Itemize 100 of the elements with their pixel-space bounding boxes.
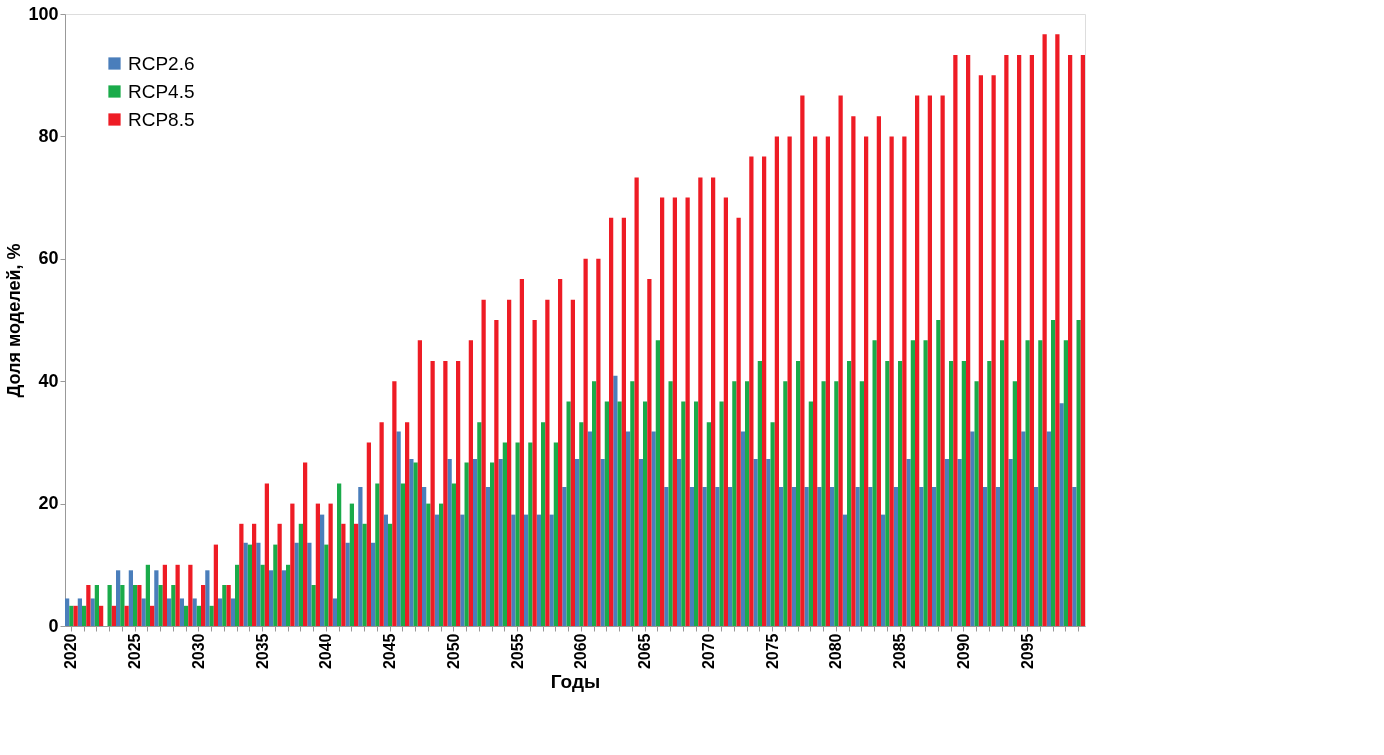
bar <box>405 422 410 626</box>
bar <box>303 462 308 626</box>
x-tick-label: 2030 <box>189 633 207 670</box>
bar <box>902 136 907 626</box>
bar <box>660 197 665 626</box>
bar <box>413 462 418 626</box>
bar <box>65 598 70 626</box>
bar <box>966 55 971 626</box>
bar <box>736 217 741 626</box>
bar <box>643 401 648 626</box>
bar <box>481 299 486 626</box>
bar <box>995 487 1000 626</box>
bar <box>1051 320 1056 626</box>
bar <box>73 605 78 626</box>
bar <box>549 514 554 626</box>
bar <box>264 483 269 626</box>
bar <box>779 487 784 626</box>
bar <box>1042 34 1047 626</box>
bar <box>532 320 537 626</box>
bar <box>99 605 104 626</box>
bar <box>1004 55 1009 626</box>
x-tick-label: 2095 <box>1018 633 1036 670</box>
bar <box>464 462 469 626</box>
bar <box>740 431 745 626</box>
bar <box>201 585 206 626</box>
bar <box>1038 340 1043 626</box>
bar <box>1068 55 1073 626</box>
bar <box>120 585 125 626</box>
bar <box>422 487 427 626</box>
bar <box>218 598 223 626</box>
bar <box>838 95 843 626</box>
bar <box>150 605 155 626</box>
bar <box>664 487 669 626</box>
bar <box>987 361 992 626</box>
x-tick-label: 2055 <box>508 633 526 670</box>
bar <box>379 422 384 626</box>
bar <box>188 564 193 626</box>
bar <box>808 401 813 626</box>
bar <box>400 483 405 626</box>
bar <box>592 381 597 626</box>
bar <box>723 197 728 626</box>
bar <box>919 487 924 626</box>
bar <box>294 542 299 626</box>
bar <box>787 136 792 626</box>
bar <box>1021 431 1026 626</box>
bar <box>324 544 329 626</box>
bar <box>1046 431 1051 626</box>
bar <box>213 544 218 626</box>
bar <box>570 299 575 626</box>
bar <box>477 422 482 626</box>
bar <box>1000 340 1005 626</box>
bar <box>286 564 291 626</box>
legend-label: RCP4.5 <box>128 80 195 102</box>
y-tick-label: 0 <box>48 615 59 636</box>
bar <box>162 564 167 626</box>
bar <box>991 75 996 626</box>
bar <box>1072 487 1077 626</box>
x-tick-label: 2065 <box>636 633 654 670</box>
bar <box>745 381 750 626</box>
bar <box>247 544 252 626</box>
bar <box>111 605 116 626</box>
bar <box>677 458 682 626</box>
bar <box>116 570 121 626</box>
bar <box>192 598 197 626</box>
bar <box>940 95 945 626</box>
bar <box>417 340 422 626</box>
bar <box>443 361 448 626</box>
bar <box>541 422 546 626</box>
bar <box>388 523 393 626</box>
bar <box>566 401 571 626</box>
bar <box>596 258 601 626</box>
bar <box>600 458 605 626</box>
bar <box>626 431 631 626</box>
bar <box>409 458 414 626</box>
bar <box>1008 458 1013 626</box>
bar <box>158 585 163 626</box>
bar <box>558 279 563 626</box>
bar <box>290 503 295 626</box>
bar <box>328 503 333 626</box>
bar <box>685 197 690 626</box>
bar <box>341 523 346 626</box>
bar <box>681 401 686 626</box>
bar <box>332 598 337 626</box>
x-tick-label: 2050 <box>444 633 462 670</box>
bar <box>957 458 962 626</box>
bar <box>498 458 503 626</box>
bar <box>392 381 397 626</box>
x-tick-label: 2080 <box>827 633 845 670</box>
bar <box>961 361 966 626</box>
bar <box>609 217 614 626</box>
bar <box>906 458 911 626</box>
bar <box>485 487 490 626</box>
bar <box>1025 340 1030 626</box>
bar <box>209 605 214 626</box>
bar <box>575 458 580 626</box>
bar <box>86 585 91 626</box>
bar <box>953 55 958 626</box>
bar <box>800 95 805 626</box>
bar <box>507 299 512 626</box>
bar <box>613 375 618 626</box>
